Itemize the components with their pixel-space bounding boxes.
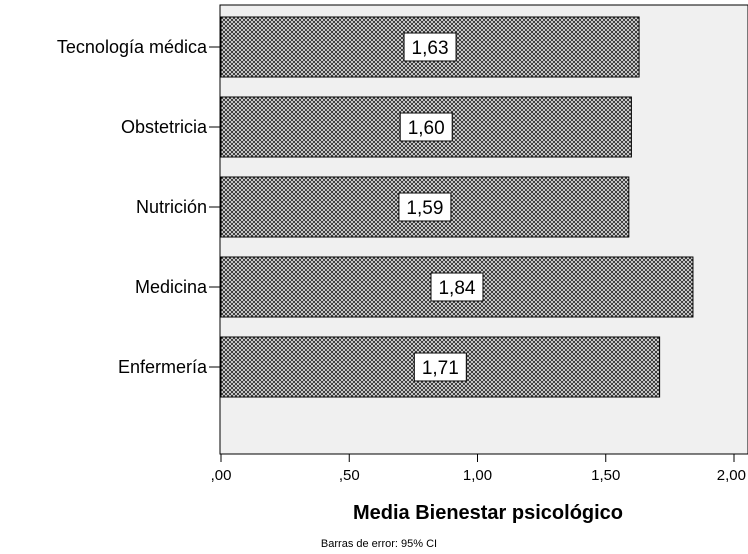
category-label: Tecnología médica	[57, 37, 208, 57]
data-label-box	[403, 32, 457, 62]
category-axis: Tecnología médica Obstetricia Nutrición Med…	[57, 37, 221, 377]
x-tick-label: ,50	[339, 467, 360, 484]
x-tick-label: 1,50	[591, 467, 620, 484]
data-label-box	[430, 272, 484, 302]
data-label: 1,84	[438, 278, 475, 299]
category-label: Obstetricia	[121, 117, 208, 137]
error-bar-footnote: Barras de error: 95% CI	[321, 538, 437, 550]
x-tick-label: 2,00	[717, 467, 746, 484]
data-label: 1,60	[408, 118, 445, 139]
data-label: 1,71	[422, 358, 459, 379]
x-axis-title: Media Bienestar psicológico	[353, 502, 623, 524]
category-label: Medicina	[135, 277, 208, 297]
x-tick-label: 1,00	[463, 467, 492, 484]
x-tick-label: ,00	[211, 467, 232, 484]
data-label-box	[398, 192, 452, 222]
value-axis: ,00 ,50 1,00 1,50 2,00	[211, 454, 746, 484]
data-label: 1,59	[406, 198, 443, 219]
category-label: Nutrición	[136, 197, 207, 217]
category-label: Enfermería	[118, 357, 208, 377]
data-label: 1,63	[412, 38, 449, 59]
bars: 1,63 1,60 1,59 1,84 1,71	[220, 16, 694, 398]
data-label-box	[399, 112, 453, 142]
data-label-box	[413, 352, 467, 382]
